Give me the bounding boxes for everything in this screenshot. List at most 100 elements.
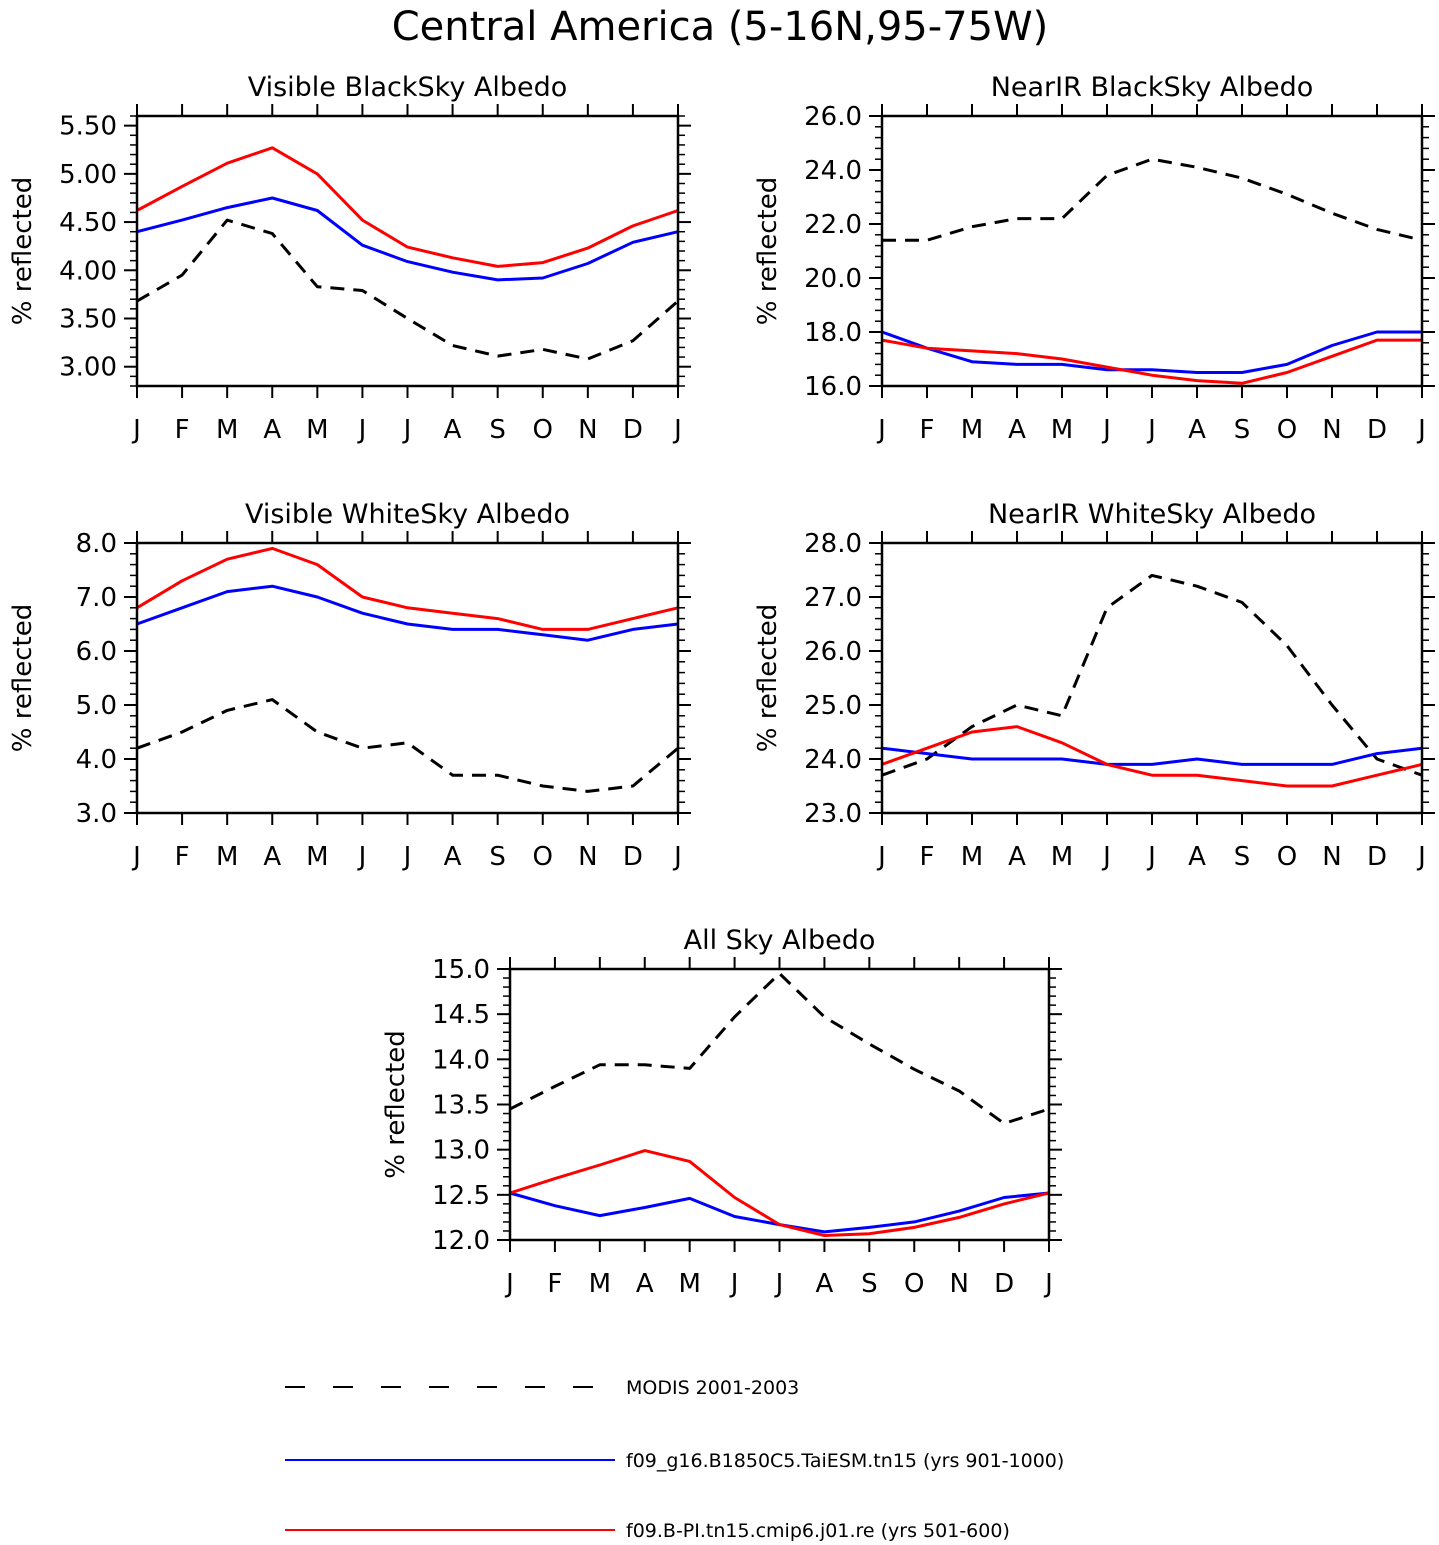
- y-tick-label: 26.0: [804, 102, 862, 132]
- y-tick-label: 5.50: [59, 112, 117, 142]
- legend-item-taiesm: f09_g16.B1850C5.TaiESM.tn15 (yrs 901-100…: [285, 1450, 1064, 1472]
- x-tick-label: J: [504, 1269, 514, 1299]
- series-line-modis: [136, 218, 679, 361]
- plot-frame: [135, 541, 680, 815]
- series-line-modis: [136, 698, 679, 793]
- y-tick-label: 14.5: [432, 1000, 490, 1030]
- x-tick-label: A: [1008, 415, 1026, 445]
- x-tick-label: F: [175, 415, 190, 445]
- y-axis-label: % reflected: [8, 177, 38, 325]
- y-tick-label: 15.0: [432, 955, 490, 985]
- x-tick-label: M: [216, 842, 238, 872]
- x-tick-label: S: [861, 1269, 878, 1299]
- x-tick-label: M: [216, 415, 238, 445]
- x-tick-label: J: [1146, 415, 1156, 445]
- x-tick-label: J: [1416, 842, 1426, 872]
- series-line-modis: [882, 157, 1423, 242]
- y-tick-label: 13.0: [432, 1136, 490, 1166]
- y-tick-label: 3.50: [59, 305, 117, 335]
- y-tick-label: 24.0: [804, 156, 862, 186]
- x-tick-label: J: [402, 415, 412, 445]
- x-tick-label: D: [1367, 842, 1387, 872]
- x-tick-label: N: [1322, 415, 1341, 445]
- y-axis-label: % reflected: [753, 177, 783, 325]
- x-tick-label: M: [961, 415, 983, 445]
- series-line-cmip6: [881, 725, 1423, 788]
- y-tick-label: 7.0: [76, 583, 117, 613]
- y-tick-label: 4.00: [59, 256, 117, 286]
- x-tick-label: J: [774, 1269, 784, 1299]
- x-tick-label: F: [547, 1269, 562, 1299]
- x-tick-label: O: [1277, 415, 1297, 445]
- y-tick-label: 3.0: [76, 799, 117, 829]
- x-tick-label: M: [306, 415, 328, 445]
- plot-frame: [880, 114, 1424, 388]
- x-tick-label: N: [1322, 842, 1341, 872]
- x-tick-label: M: [1051, 415, 1073, 445]
- y-tick-label: 24.0: [804, 745, 862, 775]
- y-tick-label: 28.0: [804, 529, 862, 559]
- x-tick-label: N: [578, 415, 597, 445]
- series-line-cmip6: [881, 338, 1422, 385]
- y-tick-label: 12.5: [432, 1181, 490, 1211]
- y-tick-label: 16.0: [804, 372, 862, 402]
- x-tick-label: M: [589, 1269, 611, 1299]
- x-tick-label: J: [402, 842, 412, 872]
- panel-title: Visible BlackSky Albedo: [248, 72, 568, 103]
- x-tick-label: S: [1234, 415, 1251, 445]
- y-tick-label: 23.0: [804, 799, 862, 829]
- y-axis-label: % reflected: [753, 604, 783, 752]
- y-tick-label: 27.0: [804, 583, 862, 613]
- x-tick-label: A: [263, 415, 281, 445]
- y-tick-label: 12.0: [432, 1226, 490, 1256]
- x-tick-label: F: [920, 415, 935, 445]
- x-tick-label: M: [306, 842, 328, 872]
- x-tick-label: F: [920, 842, 935, 872]
- x-tick-label: N: [949, 1269, 968, 1299]
- x-tick-label: F: [175, 842, 190, 872]
- y-tick-label: 5.00: [59, 160, 117, 190]
- x-tick-label: J: [672, 842, 682, 872]
- x-tick-label: M: [1051, 842, 1073, 872]
- panel-title: All Sky Albedo: [684, 925, 876, 956]
- series-line-taiesm: [136, 196, 679, 282]
- x-tick-label: J: [1416, 415, 1426, 445]
- x-tick-label: J: [357, 415, 367, 445]
- x-tick-label: D: [1367, 415, 1387, 445]
- x-tick-label: S: [1234, 842, 1251, 872]
- x-tick-label: M: [961, 842, 983, 872]
- x-tick-label: A: [444, 842, 462, 872]
- y-axis-label: % reflected: [8, 604, 38, 752]
- series-line-cmip6: [136, 546, 679, 631]
- x-tick-label: J: [876, 415, 886, 445]
- plot-frame: [508, 967, 1051, 1242]
- series-line-modis: [881, 573, 1423, 777]
- x-tick-label: O: [1277, 842, 1297, 872]
- x-tick-label: S: [489, 842, 506, 872]
- legend-item-modis: MODIS 2001-2003: [285, 1377, 799, 1399]
- panel-title: NearIR WhiteSky Albedo: [988, 499, 1316, 530]
- legend-item-cmip6: f09.B-PI.tn15.cmip6.j01.re (yrs 501-600): [285, 1520, 1010, 1542]
- x-tick-label: O: [904, 1269, 924, 1299]
- x-tick-label: A: [816, 1269, 834, 1299]
- series-line-taiesm: [881, 330, 1422, 374]
- y-tick-label: 6.0: [76, 637, 117, 667]
- y-tick-label: 26.0: [804, 637, 862, 667]
- x-tick-label: J: [876, 842, 886, 872]
- y-tick-label: 3.00: [59, 353, 117, 383]
- x-tick-label: A: [263, 842, 281, 872]
- x-tick-label: J: [1146, 842, 1156, 872]
- plot-frame: [880, 541, 1424, 815]
- x-tick-label: J: [357, 842, 367, 872]
- x-tick-label: J: [131, 842, 141, 872]
- x-tick-label: J: [1101, 842, 1111, 872]
- x-tick-label: N: [578, 842, 597, 872]
- legend-label: f09.B-PI.tn15.cmip6.j01.re (yrs 501-600): [626, 1520, 1010, 1542]
- y-tick-label: 8.0: [76, 529, 117, 559]
- y-tick-label: 14.0: [432, 1045, 490, 1075]
